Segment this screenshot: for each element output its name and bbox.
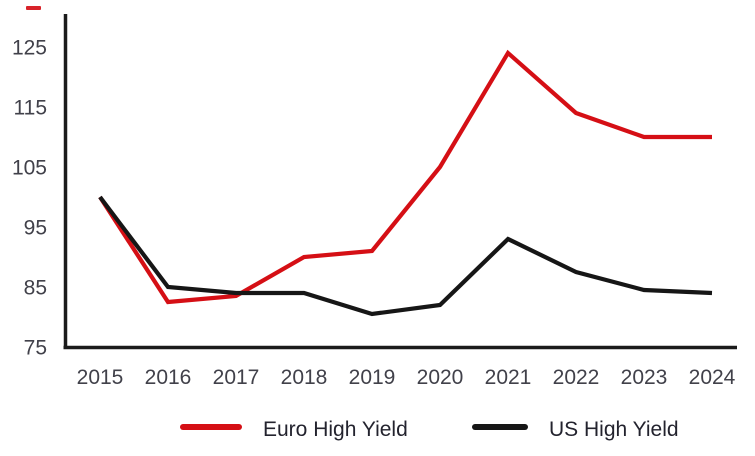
brand-dash <box>26 6 41 10</box>
x-tick-label: 2022 <box>553 366 600 389</box>
x-tick-label: 2021 <box>485 366 532 389</box>
x-tick-label: 2020 <box>417 366 464 389</box>
x-tick-label: 2018 <box>281 366 328 389</box>
x-tick-label: 2019 <box>349 366 396 389</box>
us-high-yield-swatch <box>472 424 528 430</box>
euro-high-yield-label: Euro High Yield <box>263 418 408 441</box>
y-tick-label: 75 <box>24 337 47 360</box>
legend-entry-euro-high-yield: Euro High Yield <box>180 412 408 442</box>
y-tick-label: 115 <box>14 97 47 120</box>
euro-high-yield-swatch <box>180 424 242 430</box>
x-tick-label: 2024 <box>689 366 736 389</box>
series-line-us-high-yield <box>98 195 713 317</box>
y-tick-label: 125 <box>12 37 47 60</box>
x-tick-label: 2023 <box>621 366 668 389</box>
y-tick-label: 95 <box>24 217 47 240</box>
x-tick-label: 2016 <box>145 366 192 389</box>
us-high-yield-label: US High Yield <box>549 418 679 441</box>
x-tick-label: 2017 <box>213 366 260 389</box>
y-tick-label: 105 <box>12 157 47 180</box>
y-tick-label: 85 <box>24 277 47 300</box>
x-tick-label: 2015 <box>77 366 124 389</box>
series-line-euro-high-yield <box>98 49 712 305</box>
legend-entry-us-high-yield: US High Yield <box>472 412 679 442</box>
